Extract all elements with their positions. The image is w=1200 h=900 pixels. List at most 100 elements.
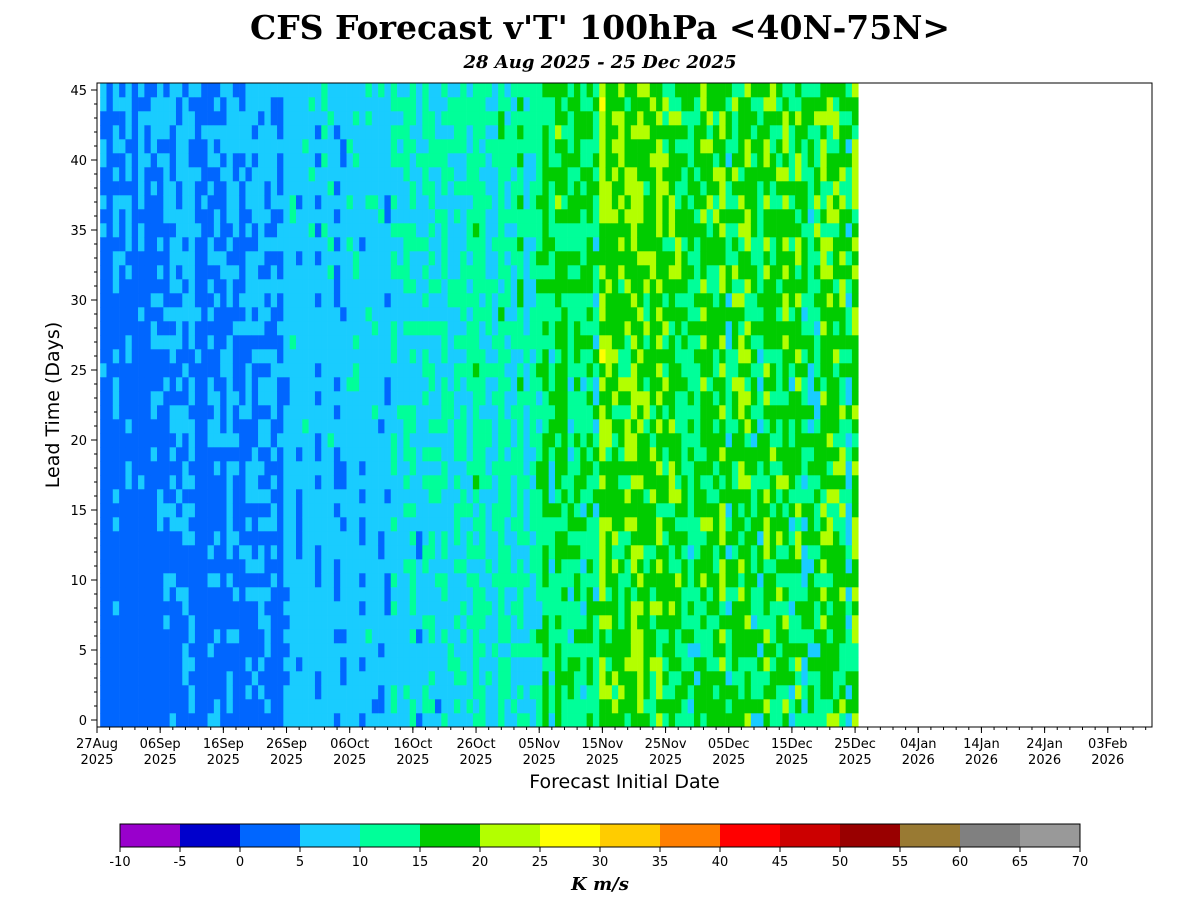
heatmap-cell	[624, 475, 632, 490]
heatmap-cell	[485, 531, 493, 546]
heatmap-cell	[270, 111, 278, 126]
heatmap-cell	[782, 699, 790, 714]
heatmap-cell	[119, 643, 126, 658]
heatmap-cell	[580, 167, 587, 182]
heatmap-cell	[163, 713, 170, 728]
heatmap-cell	[719, 363, 726, 378]
heatmap-cell	[283, 139, 290, 154]
heatmap-cell	[567, 573, 575, 588]
heatmap-cell	[226, 307, 234, 322]
heatmap-cell	[618, 335, 625, 350]
heatmap-cell	[441, 279, 448, 294]
heatmap-cell	[681, 139, 688, 154]
heatmap-cell	[314, 293, 322, 308]
heatmap-cell	[460, 461, 467, 476]
heatmap-cell	[314, 335, 322, 350]
heatmap-cell	[327, 615, 335, 630]
heatmap-cell	[390, 657, 398, 672]
heatmap-cell	[466, 601, 474, 616]
heatmap-cell	[466, 391, 474, 406]
heatmap-cell	[232, 615, 240, 630]
heatmap-cell	[447, 629, 455, 644]
heatmap-cell	[100, 321, 107, 336]
heatmap-cell	[359, 293, 366, 308]
heatmap-cell	[182, 699, 189, 714]
heatmap-cell	[744, 657, 752, 672]
heatmap-cell	[258, 111, 265, 126]
heatmap-cell	[586, 237, 594, 252]
heatmap-cell	[321, 391, 328, 406]
heatmap-cell	[637, 531, 644, 546]
heatmap-cell	[327, 713, 335, 728]
heatmap-cell	[308, 475, 316, 490]
heatmap-cell	[662, 167, 670, 182]
heatmap-cell	[630, 713, 638, 728]
heatmap-cell	[662, 657, 670, 672]
heatmap-cell	[277, 517, 284, 532]
heatmap-cell	[441, 517, 448, 532]
heatmap-cell	[194, 615, 202, 630]
heatmap-cell	[302, 685, 309, 700]
heatmap-cell	[188, 713, 196, 728]
heatmap-cell	[592, 475, 600, 490]
heatmap-cell	[106, 531, 114, 546]
heatmap-cell	[194, 685, 202, 700]
heatmap-cell	[270, 307, 278, 322]
heatmap-cell	[687, 153, 695, 168]
heatmap-cell	[712, 531, 720, 546]
heatmap-cell	[340, 433, 347, 448]
heatmap-cell	[757, 83, 764, 98]
heatmap-cell	[302, 503, 309, 518]
heatmap-cell	[239, 433, 246, 448]
heatmap-cell	[637, 139, 644, 154]
heatmap-cell	[365, 405, 373, 420]
heatmap-cell	[769, 195, 777, 210]
heatmap-cell	[207, 405, 215, 420]
heatmap-cell	[763, 489, 771, 504]
heatmap-cell	[163, 685, 170, 700]
heatmap-cell	[542, 433, 549, 448]
heatmap-cell	[548, 223, 556, 238]
heatmap-cell	[150, 293, 158, 308]
heatmap-cell	[409, 643, 417, 658]
heatmap-cell	[258, 349, 265, 364]
heatmap-cell	[668, 335, 676, 350]
heatmap-cell	[472, 517, 480, 532]
heatmap-cell	[277, 587, 284, 602]
heatmap-cell	[675, 545, 682, 560]
heatmap-cell	[447, 433, 455, 448]
heatmap-cell	[731, 293, 739, 308]
heatmap-cell	[744, 405, 752, 420]
heatmap-cell	[428, 601, 436, 616]
heatmap-cell	[668, 685, 676, 700]
heatmap-cell	[422, 475, 429, 490]
heatmap-cell	[693, 125, 701, 140]
heatmap-cell	[744, 153, 752, 168]
heatmap-cell	[542, 153, 549, 168]
heatmap-cell	[693, 363, 701, 378]
heatmap-cell	[693, 153, 701, 168]
heatmap-cell	[251, 363, 259, 378]
heatmap-cell	[384, 209, 392, 224]
heatmap-cell	[782, 531, 790, 546]
heatmap-cell	[668, 293, 676, 308]
heatmap-cell	[592, 447, 600, 462]
heatmap-cell	[150, 419, 158, 434]
heatmap-cell	[188, 279, 196, 294]
heatmap-cell	[169, 685, 177, 700]
heatmap-cell	[422, 489, 429, 504]
heatmap-cell	[245, 447, 253, 462]
heatmap-cell	[378, 545, 385, 560]
heatmap-cell	[264, 279, 272, 294]
heatmap-cell	[144, 615, 151, 630]
heatmap-cell	[479, 559, 486, 574]
heatmap-cell	[561, 139, 568, 154]
heatmap-cell	[592, 559, 600, 574]
heatmap-cell	[428, 671, 436, 686]
heatmap-cell	[434, 699, 442, 714]
heatmap-cell	[397, 363, 404, 378]
heatmap-cell	[573, 671, 581, 686]
heatmap-cell	[485, 699, 493, 714]
heatmap-cell	[428, 251, 436, 266]
heatmap-cell	[138, 629, 145, 644]
